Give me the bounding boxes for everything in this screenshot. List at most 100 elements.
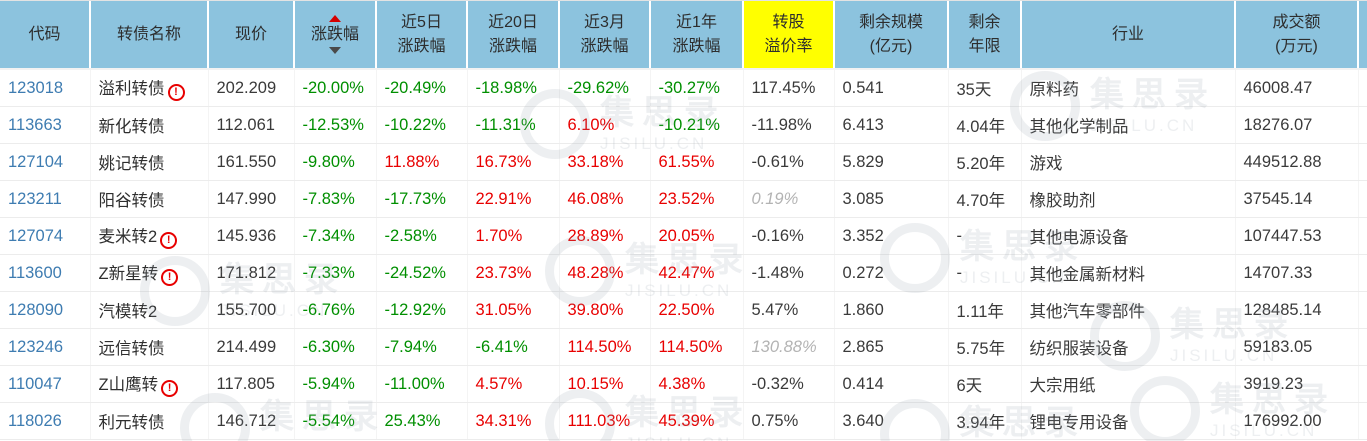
column-header-remain-term[interactable]: 剩余 年限 [948,1,1022,70]
warning-icon[interactable]: ! [161,380,179,397]
cell-code[interactable]: 123246 [0,328,91,366]
cell-text: -7.94% [384,337,437,356]
cell-text: 利元转债 [98,414,165,432]
cell-name[interactable]: 溢利转债! [90,69,209,107]
sort-ascending-icon[interactable] [329,14,341,22]
cell-name[interactable]: 阳谷转债 [90,180,209,218]
cell-remain-term: 4.04年 [948,106,1022,144]
column-header-price[interactable]: 现价 [208,1,295,70]
column-header-chg-1y[interactable]: 近1年 涨跌幅 [650,1,744,70]
cell-name[interactable]: 汽模转2 [90,291,209,329]
cell-text: 161.550 [216,152,277,171]
cell-name[interactable]: 远信转债 [90,328,209,366]
cell-code[interactable]: 123018 [0,69,91,107]
cell-text: 5.20年 [956,155,1006,173]
table-row: 127104 姚记转债 161.550 -9.80% 11.88% 16.73% 33.18… [0,143,1367,181]
cell-text: -11.31% [475,115,536,134]
cell-name[interactable]: Z山鹰转! [90,365,209,403]
cell-text: 113663 [8,115,62,134]
column-header-change[interactable]: 涨跌幅 [294,1,377,70]
cell-text: 0.272 [842,263,884,282]
cell-code[interactable]: 123211 [0,180,91,218]
cell-text: 0.75% [751,411,799,430]
column-label: 年限 [968,37,1001,55]
cell-text: -0.61% [751,152,804,171]
cell-name[interactable]: Z新星转! [90,254,209,292]
cell-price: 145.936 [208,217,295,255]
table-row: 113663 新化转债 112.061 -12.53% -10.22% -11.31% 6.… [0,106,1367,144]
cell-turnover: 107447.53 [1235,217,1359,255]
cell-text: 25.43% [384,411,441,430]
cell-text: -20.49% [384,78,446,97]
cell-chg-3m: 39.80% [559,291,651,329]
column-header-chg-20d[interactable]: 近20日 涨跌幅 [467,1,560,70]
column-header-remain-size[interactable]: 剩余规模 (亿元) [834,1,949,70]
cell-code[interactable]: 127074 [0,217,91,255]
cell-name[interactable]: 麦米转2! [90,217,209,255]
cell-text: 汽模转2 [98,303,158,321]
sort-descending-icon[interactable] [329,47,341,55]
cell-text: 游戏 [1029,155,1063,173]
table-row: 123246 远信转债 214.499 -6.30% -7.94% -6.41% 114.5… [0,328,1367,366]
cell-text: 128485.14 [1243,300,1322,319]
column-header-premium[interactable]: 转股 溢价率 [743,1,835,70]
cell-code[interactable]: 113663 [0,106,91,144]
cell-chg-1y: -30.27% [650,69,744,107]
cell-premium: -1.48% [743,254,835,292]
cell-code[interactable]: 128090 [0,291,91,329]
header-row: 代码 转债名称 现价 涨跌幅 近5日 涨跌幅 近20日 涨跌幅 近3月 涨跌幅 近1年 涨跌幅 转股 溢价… [0,1,1367,70]
column-label: 近1年 [676,14,717,32]
cell-chg-20d: -18.98% [467,69,560,107]
cell-code[interactable]: 113600 [0,254,91,292]
column-header-turnover[interactable]: 成交额 (万元) [1235,1,1359,70]
column-header-stock-chg[interactable]: 正股涨跌 [1358,1,1367,70]
cell-text: 11.88% [384,152,440,171]
cell-name[interactable]: 姚记转债 [90,143,209,181]
cell-turnover: 3919.23 [1235,365,1359,403]
cell-text: 117.45% [751,78,816,97]
cell-remain-size: 2.865 [834,328,949,366]
cell-text: -18.98% [475,78,537,97]
cell-stock-chg: -2.15% [1358,365,1367,403]
cell-chg-5d: -7.94% [376,328,468,366]
cell-text: -29.62% [567,78,629,97]
cell-text: 锂电专用设备 [1029,414,1129,432]
cell-text: -11.98% [751,115,812,134]
cell-industry: 橡胶助剂 [1021,180,1236,218]
cell-code[interactable]: 118026 [0,402,91,440]
column-header-industry[interactable]: 行业 [1021,1,1236,70]
cell-text: 1.70% [475,226,523,245]
warning-icon[interactable]: ! [167,84,185,101]
column-header-name[interactable]: 转债名称 [90,1,209,70]
cell-name[interactable]: 新化转债 [90,106,209,144]
table-row: 127074 麦米转2! 145.936 -7.34% -2.58% 1.70% 28.89… [0,217,1367,255]
cell-text: 147.990 [216,189,277,208]
cell-stock-chg: -5.83% [1358,254,1367,292]
cell-text: 6天 [956,377,983,395]
cell-chg-5d: -10.22% [376,106,468,144]
cell-chg-5d: -2.58% [376,217,468,255]
column-label: 剩余 [968,14,1001,32]
cell-name[interactable]: 利元转债 [90,402,209,440]
cell-text: 1.11年 [956,303,1004,321]
cell-chg-5d: -24.52% [376,254,468,292]
cell-text: 溢利转债 [98,80,165,98]
cell-price: 155.700 [208,291,295,329]
warning-icon[interactable]: ! [161,269,179,286]
cell-text: -30.27% [658,78,720,97]
column-header-code[interactable]: 代码 [0,1,91,70]
cell-chg-5d: 25.43% [376,402,468,440]
cell-code[interactable]: 110047 [0,365,91,403]
cell-code[interactable]: 127104 [0,143,91,181]
warning-icon[interactable]: ! [160,232,178,249]
column-header-chg-3m[interactable]: 近3月 涨跌幅 [559,1,651,70]
cell-text: -24.52% [384,263,446,282]
cell-text: 阳谷转债 [98,192,165,210]
cell-text: 4.04年 [956,118,1006,136]
column-header-chg-5d[interactable]: 近5日 涨跌幅 [376,1,468,70]
cell-text: 3.085 [842,189,884,208]
cell-chg-5d: -12.92% [376,291,468,329]
table-row: 123018 溢利转债! 202.209 -20.00% -20.49% -18.98% -… [0,69,1367,107]
cell-change: -9.80% [294,143,377,181]
column-label: 成交额 [1272,14,1321,32]
